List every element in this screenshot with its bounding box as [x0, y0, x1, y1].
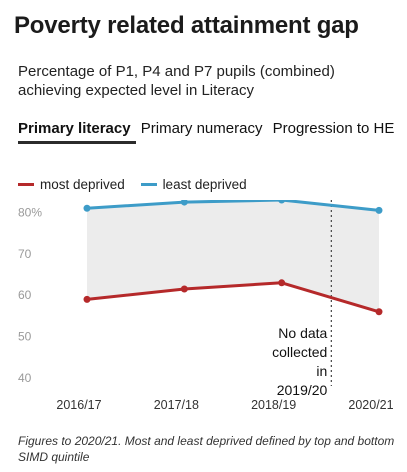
gap-area: [87, 200, 379, 312]
annotation-line: No data: [278, 325, 327, 341]
chart-legend: most deprived least deprived: [18, 174, 259, 192]
series-most-deprived-point: [278, 279, 286, 287]
annotation-line: 2019/20: [277, 382, 328, 398]
legend-label-least-deprived: least deprived: [162, 177, 247, 192]
series-most-deprived-point: [180, 285, 188, 293]
tab-bar: Primary literacy Primary numeracy Progre…: [18, 120, 407, 137]
series-least-deprived-point: [278, 200, 286, 204]
series-least-deprived-line: [85, 200, 381, 212]
page-title: Poverty related attainment gap: [14, 12, 359, 39]
x-tick-label: 2017/18: [154, 398, 199, 412]
legend-label-most-deprived: most deprived: [40, 177, 125, 192]
x-tick-label: 2020/21: [348, 398, 393, 412]
active-tab-indicator: [18, 141, 136, 144]
y-tick-label: 50: [18, 330, 32, 344]
y-tick-label: 70: [18, 247, 32, 261]
line-chart: 40 50 60 70 80% 2016/17 2017/18 2018/19 2020/21 N…: [18, 200, 394, 412]
series-least-deprived-point: [83, 204, 91, 212]
annotation-line: in: [316, 363, 327, 379]
series-most-deprived-point: [375, 308, 383, 316]
tab-primary-numeracy[interactable]: Primary numeracy: [140, 120, 263, 137]
legend-swatch-least-deprived: [140, 183, 157, 186]
series-most-deprived-line: [85, 281, 381, 314]
series-least-deprived-point: [375, 206, 383, 214]
series-least-deprived-point: [180, 200, 188, 206]
y-tick-label: 80%: [18, 205, 42, 219]
chart-footnote: Figures to 2020/21. Most and least depri…: [18, 434, 395, 464]
tab-primary-literacy[interactable]: Primary literacy: [18, 120, 131, 137]
x-tick-label: 2016/17: [56, 398, 101, 412]
legend-swatch-most-deprived: [18, 183, 34, 186]
annotation-line: collected: [272, 344, 327, 360]
x-tick-label: 2018/19: [251, 398, 296, 412]
y-tick-label: 40: [18, 371, 32, 385]
tab-progression-to-he[interactable]: Progression to HE: [272, 120, 395, 137]
legend-item-most-deprived: most deprived: [18, 177, 125, 192]
legend-item-least-deprived: least deprived: [140, 177, 247, 192]
y-tick-label: 60: [18, 288, 32, 302]
chart-subtitle: Percentage of P1, P4 and P7 pupils (comb…: [18, 63, 335, 99]
series-most-deprived-point: [83, 295, 91, 303]
